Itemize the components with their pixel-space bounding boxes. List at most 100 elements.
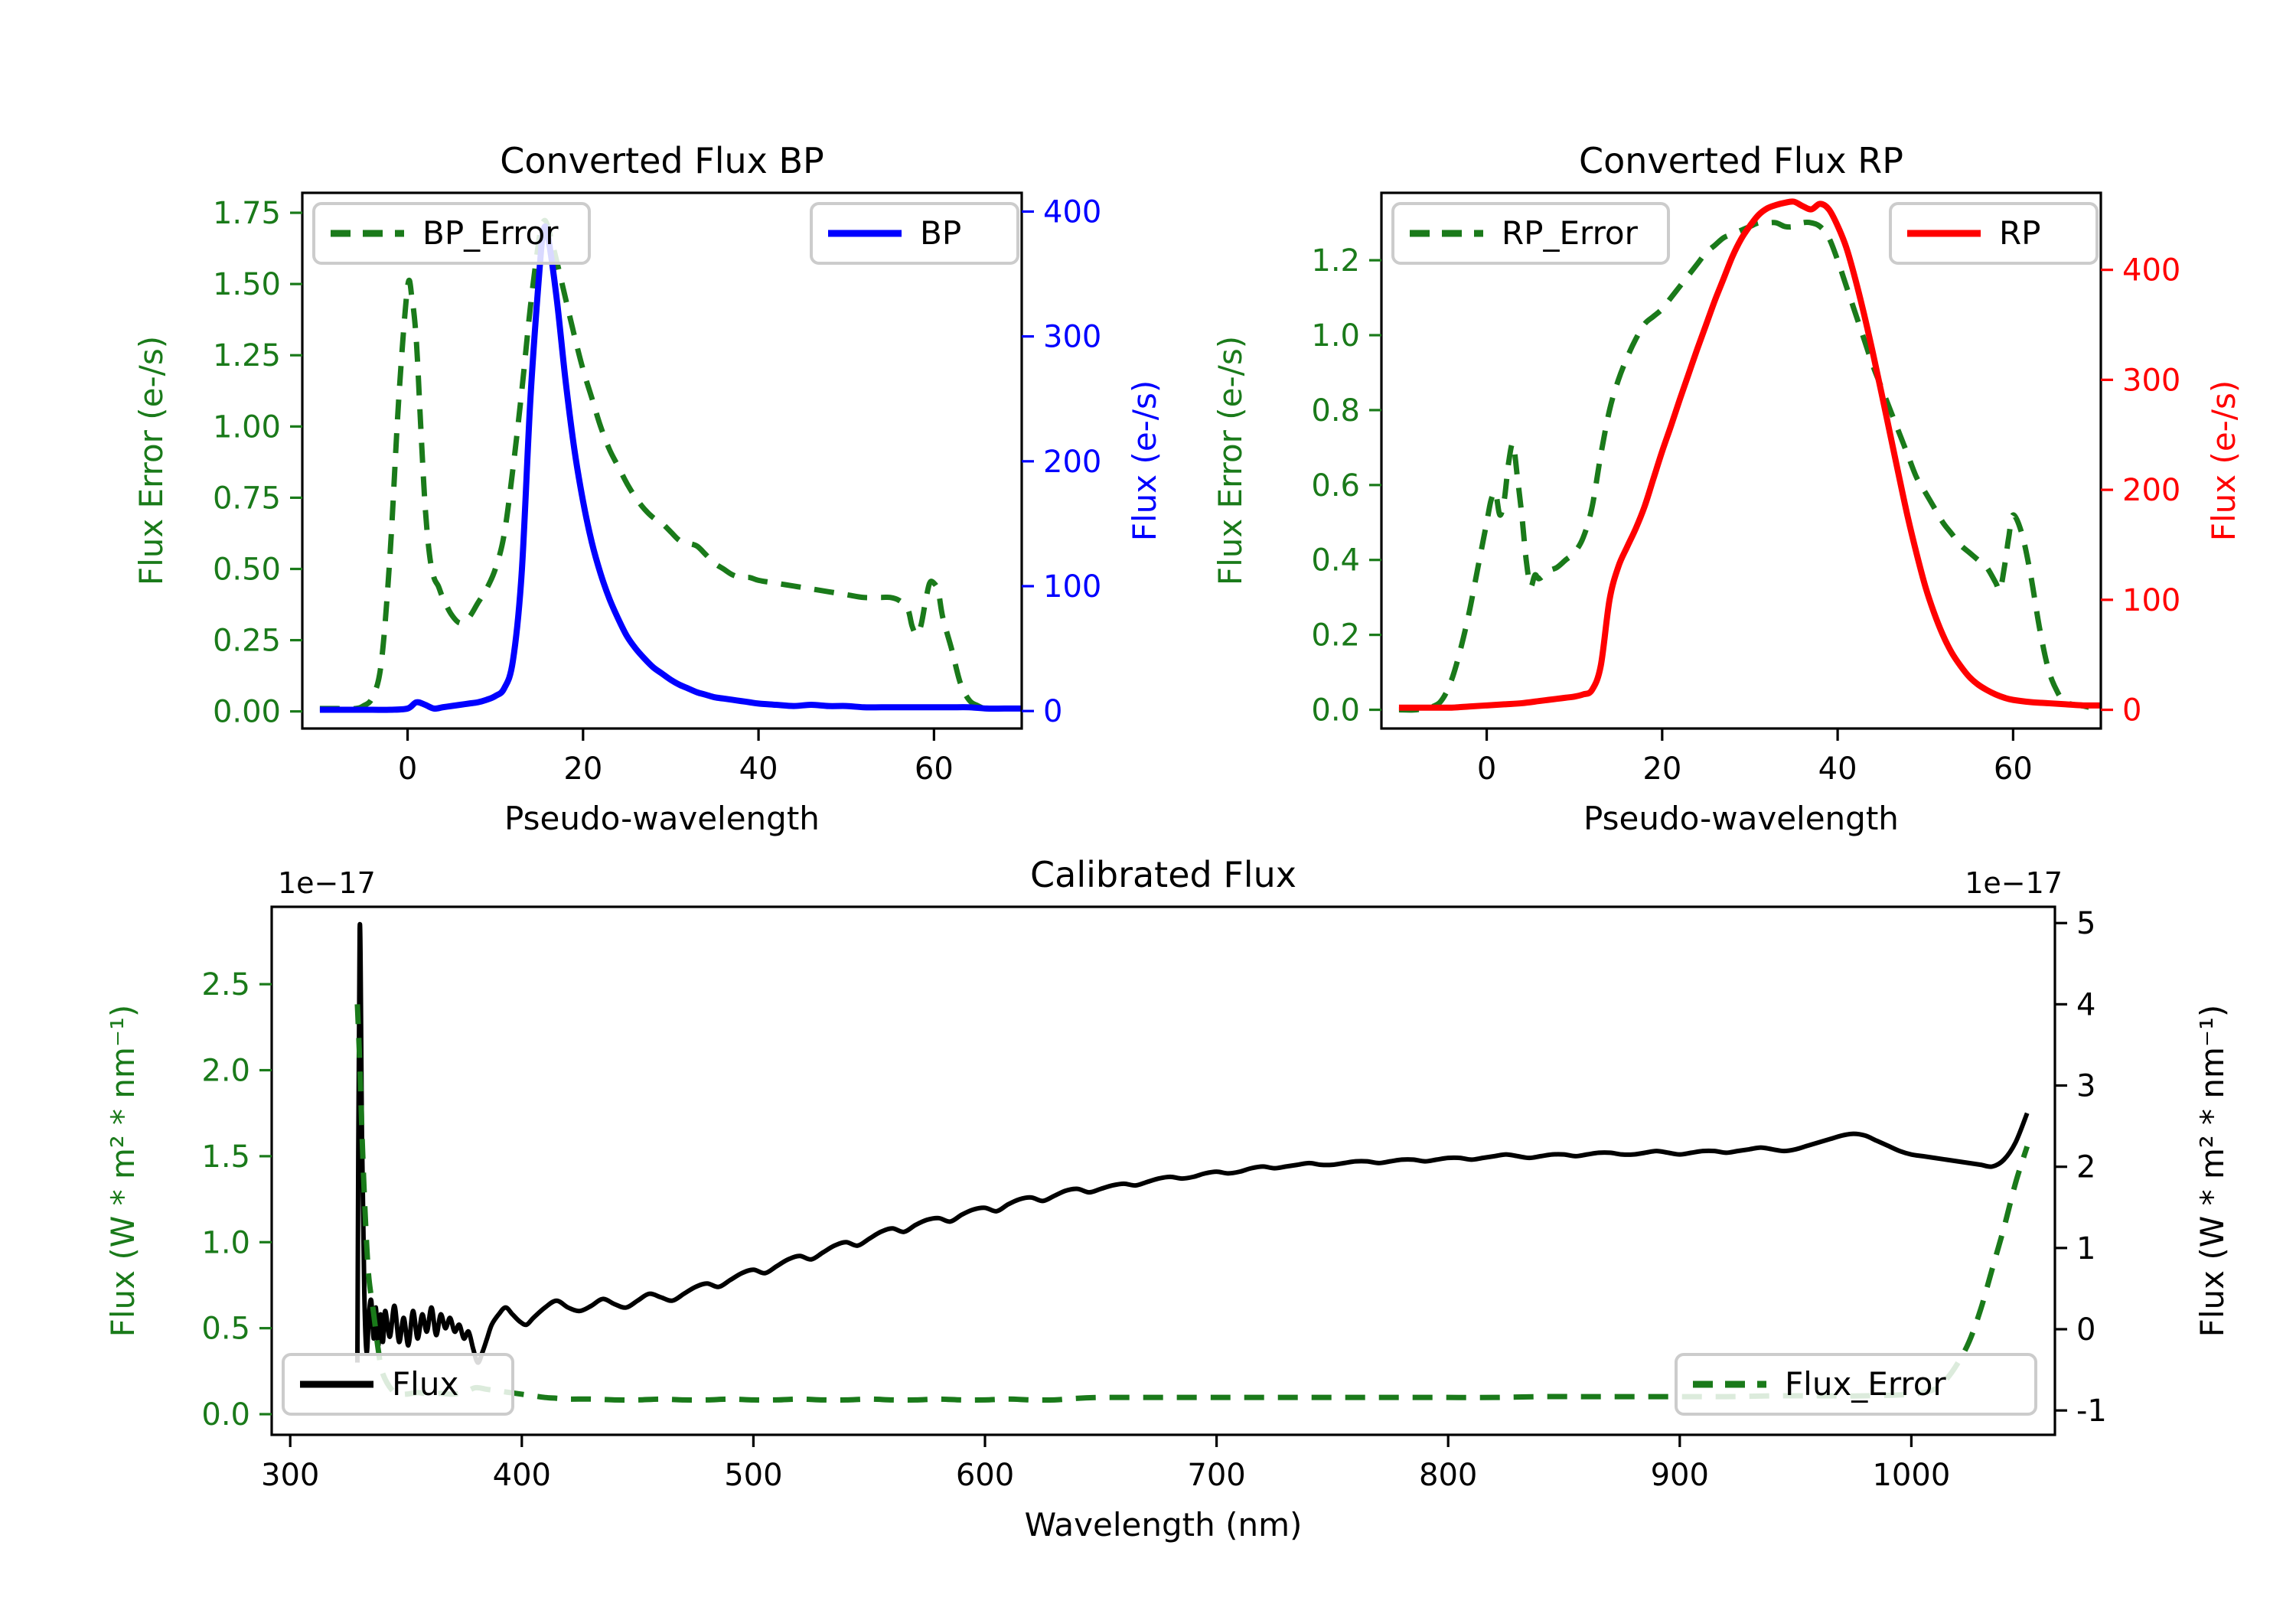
ytick-right-label: -1	[2076, 1393, 2107, 1429]
legend-label: Flux	[392, 1365, 458, 1403]
ytick-right-label: 400	[2122, 253, 2180, 288]
axes-frame-calibrated	[270, 905, 2056, 1436]
legend-rp-error[interactable]: RP_Error	[1391, 202, 1670, 265]
curves-bp	[319, 217, 1022, 713]
yaxis-label-right-rp: Flux (e-/s)	[2205, 380, 2242, 541]
ytick-right-label: 300	[2122, 363, 2180, 398]
ytick-right-label: 100	[1043, 569, 1101, 605]
legend-label: Flux_Error	[1785, 1365, 1946, 1403]
series-bp	[319, 223, 1022, 713]
ytick-right-label: 0	[2122, 693, 2141, 729]
ytick-left-label: 0.00	[213, 695, 281, 730]
xtick-label: 1000	[1872, 1458, 1950, 1493]
ytick-left-label: 0.25	[213, 624, 281, 659]
xtick-label: 40	[739, 751, 778, 787]
xtick-label: 0	[1477, 751, 1496, 787]
xtick-label: 0	[398, 751, 417, 787]
ytick-right-label: 0	[2076, 1312, 2095, 1348]
ytick-left-label: 1.2	[1311, 243, 1360, 279]
series-bp-error	[319, 217, 1022, 712]
curves-rp	[1398, 198, 2101, 713]
panel-calibrated: Calibrated Flux 300 400 500 600 700 800 900 1000…	[201, 854, 2107, 1543]
ytick-left-label: 0.6	[1311, 468, 1360, 504]
curves-calibrated	[354, 921, 2030, 1403]
ytick-right-label: 300	[1043, 320, 1101, 355]
legend-box	[1391, 202, 1670, 265]
ytick-left-label: 1.50	[213, 267, 281, 302]
legend-rp[interactable]: RP	[1889, 202, 2099, 265]
legend-flux-error[interactable]: Flux_Error	[1675, 1353, 2037, 1416]
legend-flux[interactable]: Flux	[282, 1353, 514, 1416]
ytick-right-label: 3	[2076, 1069, 2095, 1104]
ytick-right-label: 0	[1043, 694, 1062, 729]
ytick-left-label: 0.50	[213, 552, 281, 587]
panel-bp: Converted Flux BP 0 20 40 60 Pseudo-wavelengt…	[213, 140, 1101, 837]
panel-title-rp: Converted Flux RP	[1579, 140, 1903, 181]
ytick-left-label: 0.2	[1311, 618, 1360, 654]
xtick-label: 40	[1818, 751, 1857, 787]
xtick-label: 60	[1994, 751, 2033, 787]
ytick-left-label: 1.25	[213, 338, 281, 373]
ytick-right-label: 1	[2076, 1231, 2095, 1266]
legend-bp-error[interactable]: BP_Error	[312, 202, 591, 265]
xaxis-label-calibrated: Wavelength (nm)	[1025, 1506, 1303, 1543]
xtick-label: 900	[1651, 1458, 1709, 1493]
legend-box	[312, 202, 591, 265]
ytick-right-label: 5	[2076, 906, 2095, 941]
xtick-label: 600	[956, 1458, 1014, 1493]
legend-box	[282, 1353, 514, 1416]
offset-text-right: 1e−17	[1965, 866, 2063, 900]
xtick-label: 700	[1187, 1458, 1245, 1493]
legend-label: BP_Error	[422, 214, 559, 252]
xtick-label: 20	[563, 751, 602, 787]
legend-bp[interactable]: BP	[810, 202, 1019, 265]
ytick-left-label: 1.0	[1311, 318, 1360, 354]
xtick-label: 400	[493, 1458, 551, 1493]
ytick-left-label: 2.0	[201, 1054, 250, 1089]
ytick-left-label: 2.5	[201, 967, 250, 1002]
xtick-label: 800	[1419, 1458, 1477, 1493]
legend-label: RP	[1999, 214, 2041, 252]
legend-label: BP	[920, 214, 961, 252]
ytick-right-label: 2	[2076, 1150, 2095, 1185]
ytick-left-label: 0.75	[213, 481, 281, 516]
xaxis-label-bp: Pseudo-wavelength	[504, 800, 820, 837]
ytick-right-label: 200	[1043, 445, 1101, 480]
ytick-left-label: 1.0	[201, 1225, 250, 1260]
yaxis-label-right-calibrated: Flux (W * m² * nm⁻¹)	[2193, 1005, 2231, 1338]
ytick-right-label: 400	[1043, 194, 1101, 230]
series-rp-error	[1398, 220, 2101, 713]
panel-rp: Converted Flux RP 0 20 40 60 Pseudo-wavelengt…	[1311, 140, 2180, 837]
xtick-label: 60	[915, 751, 954, 787]
ytick-left-label: 1.00	[213, 409, 281, 445]
legend-box	[1889, 202, 2099, 265]
ytick-right-label: 100	[2122, 583, 2180, 618]
ytick-left-label: 0.8	[1311, 393, 1360, 429]
legend-box	[810, 202, 1019, 265]
series-flux	[354, 921, 2030, 1365]
ytick-left-label: 0.0	[201, 1397, 250, 1433]
xaxis-label-rp: Pseudo-wavelength	[1583, 800, 1899, 837]
ytick-left-label: 1.5	[201, 1139, 250, 1175]
series-flux-error	[354, 1004, 2030, 1403]
xtick-label: 500	[724, 1458, 782, 1493]
xtick-label: 20	[1642, 751, 1681, 787]
ytick-left-label: 0.0	[1311, 693, 1360, 729]
panel-title-bp: Converted Flux BP	[500, 140, 824, 181]
panel-title-calibrated: Calibrated Flux	[1030, 854, 1296, 895]
legend-box	[1675, 1353, 2037, 1416]
yaxis-label-left-calibrated: Flux (W * m² * nm⁻¹)	[104, 1005, 142, 1338]
yaxis-label-left-rp: Flux Error (e-/s)	[1212, 336, 1249, 585]
xtick-label: 300	[261, 1458, 319, 1493]
ytick-right-label: 200	[2122, 473, 2180, 508]
offset-text-left: 1e−17	[278, 866, 376, 900]
yaxis-label-left-bp: Flux Error (e-/s)	[132, 336, 170, 585]
ytick-left-label: 0.5	[201, 1312, 250, 1347]
series-rp	[1398, 198, 2101, 711]
ytick-left-label: 0.4	[1311, 543, 1360, 579]
axes-frame-bp	[301, 191, 1023, 730]
ytick-left-label: 1.75	[213, 196, 281, 231]
legend-label: RP_Error	[1502, 214, 1639, 252]
